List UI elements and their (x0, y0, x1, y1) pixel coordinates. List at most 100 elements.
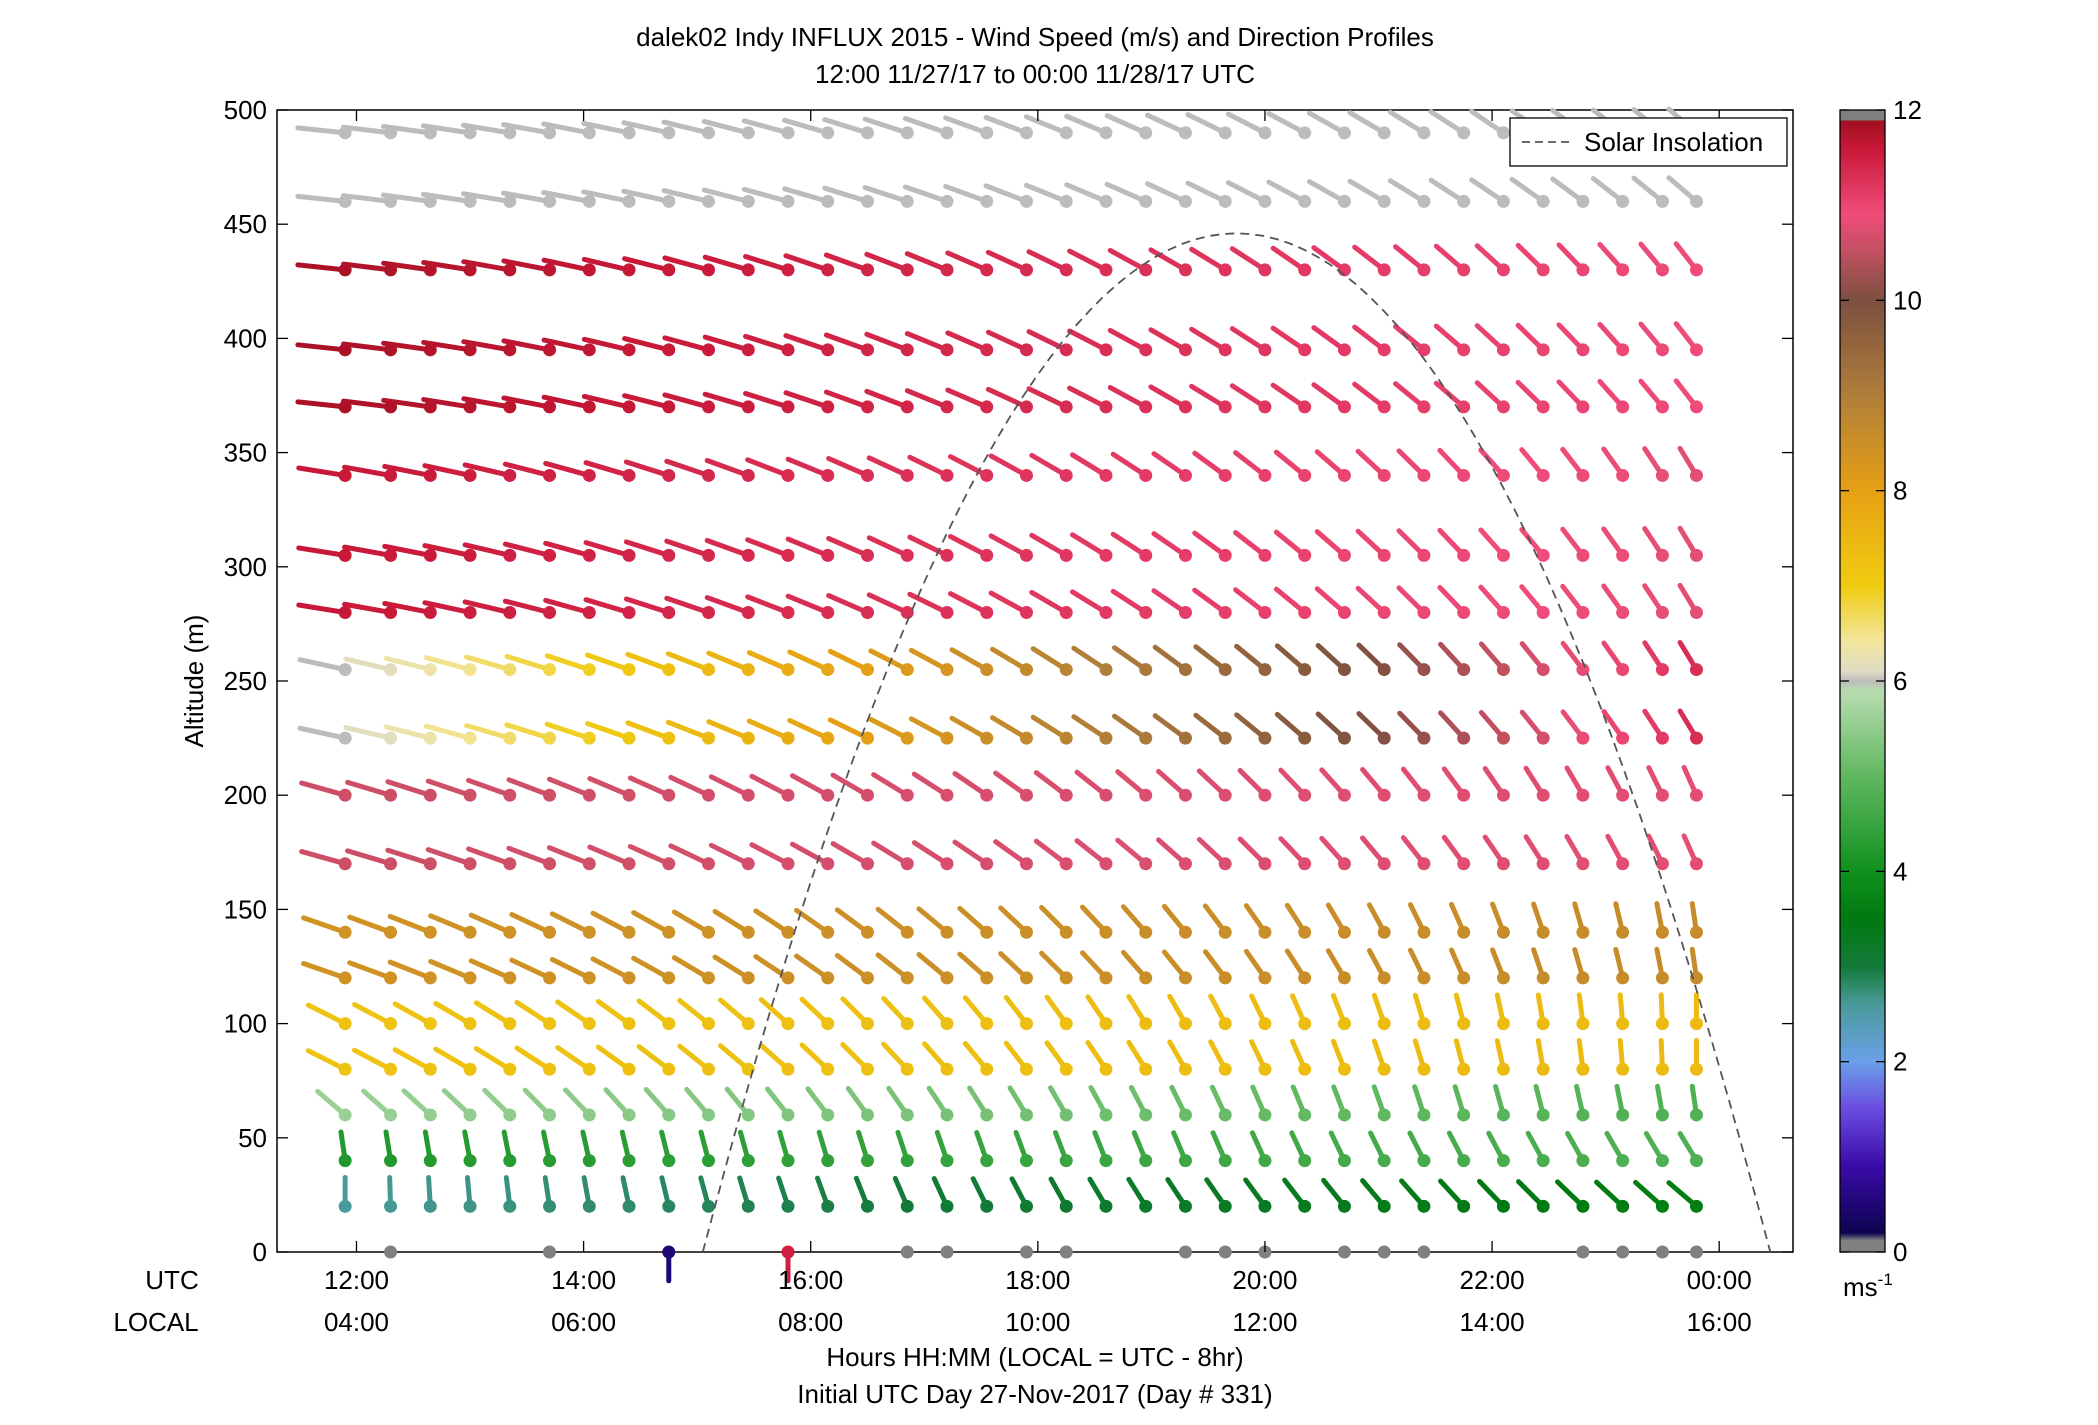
wind-barb-head (940, 263, 954, 277)
wind-barb-head (980, 548, 994, 562)
wind-barb-head (1099, 343, 1113, 357)
wind-barb-head (463, 1108, 477, 1122)
wind-barb-head (1258, 263, 1272, 277)
wind-barb-head (1337, 468, 1351, 482)
wind-barb-head (1417, 1199, 1431, 1213)
wind-barb-head (861, 971, 875, 985)
wind-barb-head (1417, 468, 1431, 482)
wind-barb-shaft (902, 184, 950, 204)
wind-barb-shaft (826, 593, 871, 615)
wind-barb-head (821, 1108, 835, 1122)
wind-barb-shaft (546, 776, 592, 798)
wind-barb-head (741, 788, 755, 802)
wind-barb-head (1337, 400, 1351, 414)
wind-barb-shaft (583, 540, 632, 558)
wind-barb-head (1337, 788, 1351, 802)
wind-barb-head (861, 343, 875, 357)
wind-barb-head (1417, 731, 1431, 745)
wind-barb-head (1616, 1199, 1630, 1213)
wind-barb-shaft (864, 331, 910, 353)
wind-barb-head (1496, 1062, 1510, 1076)
wind-barb-head (1337, 1108, 1351, 1122)
wind-barb-shaft (949, 647, 990, 673)
wind-barb-shaft (864, 251, 910, 273)
wind-barb-head (622, 1108, 636, 1122)
wind-barb-shaft (789, 841, 831, 867)
wind-barb-head (1457, 548, 1471, 562)
wind-barb-head (1178, 1199, 1192, 1213)
wind-barb-head (503, 263, 517, 277)
wind-barb-head (1417, 605, 1431, 619)
wind-barb-head (1536, 1108, 1550, 1122)
wind-barb-head (821, 1062, 835, 1076)
wind-barb-head (1298, 1017, 1312, 1031)
wind-barb-shaft (296, 465, 348, 478)
wind-barb-shaft (943, 183, 990, 204)
wind-barb-head (861, 1062, 875, 1076)
wind-barb-head (940, 925, 954, 939)
wind-barb-head (741, 857, 755, 871)
wind-barb-head (384, 1199, 398, 1213)
wind-barb-head (662, 1245, 676, 1259)
wind-barb-head (384, 548, 398, 562)
x-axis: 12:00 04:00 14:00 06:00 16:00 08:00 18:00 10:00… (324, 110, 1752, 1337)
wind-barb-shaft (433, 1000, 473, 1027)
wind-barb-head (741, 925, 755, 939)
x-tick-local-label: 06:00 (551, 1307, 616, 1337)
wind-barb-shaft (1107, 327, 1149, 353)
wind-barb-head (940, 663, 954, 677)
wind-barb-head (662, 925, 676, 939)
wind-barb-head (662, 788, 676, 802)
wind-barb-head (1417, 400, 1431, 414)
wind-barb-head (1019, 194, 1033, 208)
wind-barb-head (1457, 1062, 1471, 1076)
wind-barb-shaft (745, 594, 791, 615)
wind-barb-head (1019, 788, 1033, 802)
wind-barb-head (338, 857, 352, 871)
wind-barb-head (1099, 1062, 1113, 1076)
wind-barb-shaft (501, 190, 553, 204)
wind-barb-head (338, 731, 352, 745)
wind-barb-shaft (746, 718, 791, 741)
wind-barb-head (1218, 1245, 1232, 1259)
wind-barb-head (1689, 468, 1703, 482)
wind-barb-head (940, 1154, 954, 1168)
wind-barb-head (543, 1017, 557, 1031)
wind-barb-shaft (1189, 326, 1228, 353)
wind-barb-head (1616, 1245, 1630, 1259)
wind-barb-head (503, 731, 517, 745)
wind-barb-head (781, 1108, 795, 1122)
wind-barb-head (821, 263, 835, 277)
wind-barb-head (861, 1154, 875, 1168)
utc-row-label: UTC (145, 1265, 198, 1295)
wind-barb-shaft (1104, 181, 1149, 204)
wind-barb-head (1099, 400, 1113, 414)
wind-barb-head (1496, 605, 1510, 619)
wind-barb-shaft (789, 773, 831, 798)
wind-barb-shaft (1026, 329, 1069, 353)
wind-barb-head (1337, 971, 1351, 985)
wind-barb-head (702, 263, 716, 277)
wind-barb-head (1218, 1017, 1232, 1031)
wind-barb-shaft (466, 846, 513, 867)
wind-barb-head (1417, 1108, 1431, 1122)
wind-barb-head (940, 400, 954, 414)
wind-barb-head (1178, 1245, 1192, 1259)
wind-barb-head (543, 468, 557, 482)
wind-barb-head (900, 857, 914, 871)
wind-barb-head (940, 1108, 954, 1122)
wind-barb-head (463, 126, 477, 140)
wind-barb-head (622, 468, 636, 482)
wind-barb-head (900, 263, 914, 277)
wind-barb-shaft (585, 652, 632, 673)
wind-barb-head (1417, 925, 1431, 939)
wind-barb-head (543, 126, 557, 140)
wind-barb-shaft (866, 455, 910, 478)
wind-barb-head (423, 788, 437, 802)
wind-barb-shaft (585, 721, 632, 741)
wind-barb-head (1258, 663, 1272, 677)
wind-barb-head (1536, 788, 1550, 802)
wind-barb-head (1689, 400, 1703, 414)
wind-barb-head (1139, 925, 1153, 939)
wind-barb-head (1218, 548, 1232, 562)
